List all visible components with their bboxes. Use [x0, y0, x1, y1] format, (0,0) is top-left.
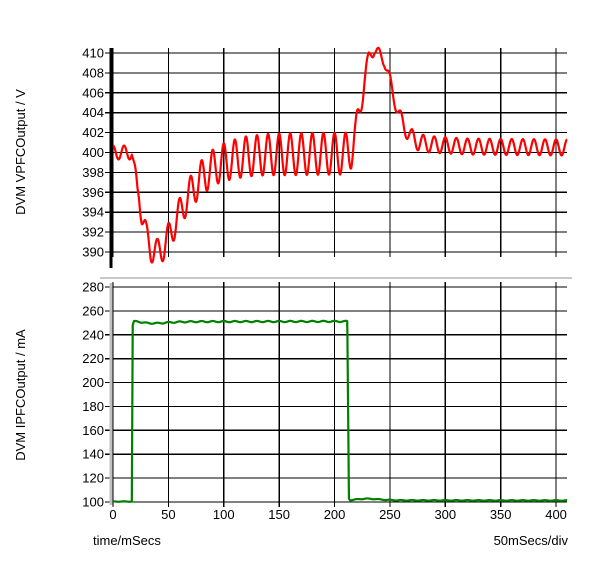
vpfc-y-tick-label: 400 — [82, 145, 104, 160]
x-axis-label: time/mSecs — [93, 533, 161, 548]
vpfc-y-tick-label: 408 — [82, 65, 104, 80]
ipfc-y-tick-label: 260 — [82, 303, 104, 318]
ipfc-x-tick-label: 400 — [545, 507, 567, 522]
ipfc-x-tick-label: 350 — [490, 507, 512, 522]
vpfc-y-tick-label: 410 — [82, 46, 104, 61]
ipfc-y-tick-label: 200 — [82, 375, 104, 390]
vpfc-y-tick-label: 402 — [82, 125, 104, 140]
vpfc-y-tick-label: 392 — [82, 225, 104, 240]
x-scale-label: 50mSecs/div — [493, 533, 568, 548]
ipfc-x-tick-label: 250 — [379, 507, 401, 522]
ipfc-y-tick-label: 160 — [82, 423, 104, 438]
ipfc-y-tick-label: 120 — [82, 471, 104, 486]
vpfc-y-tick-label: 406 — [82, 85, 104, 100]
ipfc-y-tick-label: 140 — [82, 447, 104, 462]
vpfc-y-tick-label: 394 — [82, 205, 104, 220]
ipfc-trace[interactable] — [112, 319, 569, 503]
vpfc-trace[interactable] — [112, 46, 569, 264]
vpfc-y-tick-label: 390 — [82, 245, 104, 260]
vpfc-y-tick-label: 404 — [82, 105, 104, 120]
ipfc-y-tick-label: 240 — [82, 327, 104, 342]
ipfc-y-tick-label: 280 — [82, 280, 104, 295]
ipfc-x-tick-label: 200 — [324, 507, 346, 522]
ipfc-x-tick-label: 300 — [434, 507, 456, 522]
vpfc-y-tick-label: 396 — [82, 185, 104, 200]
ipfc-x-tick-label: 150 — [268, 507, 290, 522]
plot-separator — [100, 277, 572, 279]
ipfc-x-tick-label: 0 — [109, 507, 116, 522]
ipfc-y-tick-label: 100 — [82, 494, 104, 509]
ipfc-y-tick-label: 220 — [82, 351, 104, 366]
ipfc-x-tick-label: 50 — [161, 507, 175, 522]
ipfc-y-tick-label: 180 — [82, 399, 104, 414]
vpfc-y-tick-label: 398 — [82, 165, 104, 180]
ipfc-x-tick-label: 100 — [213, 507, 235, 522]
